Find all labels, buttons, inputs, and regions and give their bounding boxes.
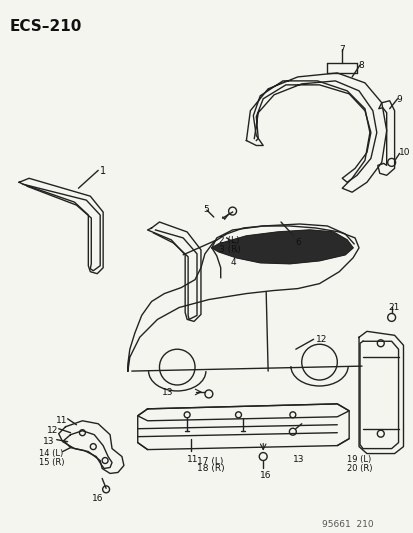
Text: 6: 6 [295,238,301,247]
Text: 17 (L): 17 (L) [197,457,223,465]
Text: 13: 13 [292,455,304,464]
Text: 15 (R): 15 (R) [39,457,64,466]
Polygon shape [211,230,352,264]
Text: 18 (R): 18 (R) [197,464,224,473]
Text: 16: 16 [260,472,271,480]
Text: 95661  210: 95661 210 [322,520,373,529]
Text: 16: 16 [92,494,104,503]
Text: 9: 9 [396,95,401,104]
Text: 20 (R): 20 (R) [347,464,372,472]
Text: 11: 11 [56,416,67,425]
Text: 11: 11 [187,455,198,464]
Text: 5: 5 [202,205,208,214]
Text: 10: 10 [398,149,409,157]
Text: 14 (L): 14 (L) [39,449,63,458]
Text: 13: 13 [162,388,173,397]
Text: 21: 21 [388,303,399,311]
Text: 2 (L): 2 (L) [218,236,239,245]
Text: 3 (R): 3 (R) [218,245,240,254]
Text: 19 (L): 19 (L) [347,455,370,464]
Text: 12: 12 [315,335,326,344]
Text: 1: 1 [100,166,106,176]
Text: 4: 4 [230,258,236,267]
Text: 8: 8 [357,61,363,70]
Text: 7: 7 [339,45,344,54]
Text: 12: 12 [47,426,58,435]
Text: ECS–210: ECS–210 [9,19,81,34]
Text: 13: 13 [43,437,54,446]
